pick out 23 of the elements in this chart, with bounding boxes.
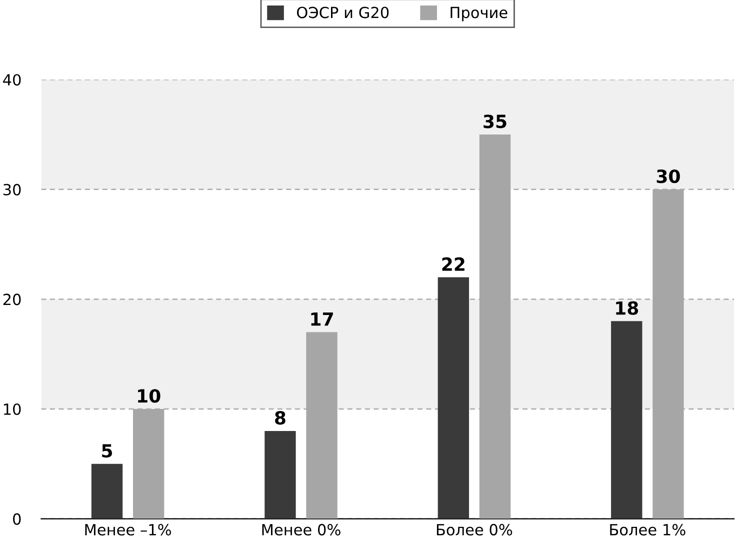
bar [438,277,470,519]
y-tick-label: 40 [3,74,21,86]
x-tick-label: Более 0% [436,524,512,536]
legend-label: Прочие [450,6,508,22]
x-tick-label: Менее 0% [262,524,340,536]
data-label: 10 [138,389,160,403]
x-tick-label: Более 1% [610,524,686,536]
data-label: 35 [484,114,506,128]
y-tick-label: 30 [3,184,21,196]
bar [611,321,642,519]
data-label: 17 [311,312,333,326]
bar [264,430,296,519]
legend-label: ОЭСР и G20 [296,6,389,18]
bar [91,464,123,519]
data-label: 22 [442,257,464,271]
data-label: 18 [616,301,638,315]
data-label: 30 [656,169,680,184]
y-tick-label: 10 [4,403,21,416]
y-tick-label: 20 [3,294,21,306]
data-label: 5 [102,444,112,458]
data-label: 8 [275,411,286,425]
y-tick-label: 0 [13,513,21,525]
x-tick-label: Менее –1% [85,524,172,536]
